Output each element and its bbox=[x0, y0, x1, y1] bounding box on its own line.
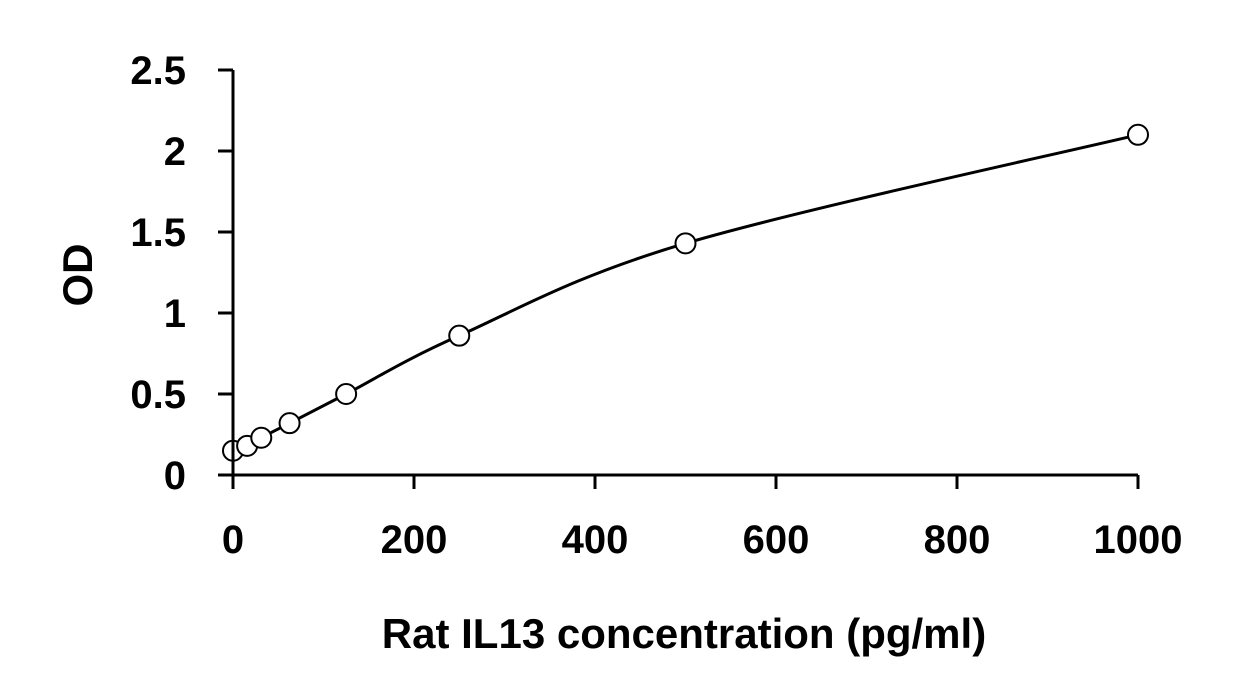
fit-curve-line bbox=[231, 133, 1140, 453]
y-tick-label: 2.5 bbox=[130, 49, 186, 93]
x-axis-ticks: 0 200 400 600 800 1000 bbox=[222, 475, 1183, 562]
data-points-layer bbox=[222, 123, 1149, 462]
fit-curve-layer bbox=[231, 133, 1140, 453]
y-tick-label: 0 bbox=[164, 454, 186, 498]
x-tick-label: 0 bbox=[222, 518, 244, 562]
data-point bbox=[250, 426, 273, 449]
y-tick-label: 0.5 bbox=[130, 373, 186, 417]
data-point bbox=[448, 324, 471, 347]
y-tick-label: 2 bbox=[164, 130, 186, 174]
x-tick-label: 200 bbox=[381, 518, 448, 562]
x-tick-label: 400 bbox=[562, 518, 629, 562]
data-point bbox=[335, 383, 358, 405]
data-point bbox=[278, 412, 301, 435]
data-point bbox=[674, 232, 697, 255]
x-tick-label: 600 bbox=[743, 518, 810, 562]
axes-layer: 0 200 400 600 800 1000 0 0.5 1 1.5 2 2.5 bbox=[130, 49, 1182, 562]
y-axis-ticks: 0 0.5 1 1.5 2 2.5 bbox=[130, 49, 233, 498]
x-tick-label: 800 bbox=[924, 518, 991, 562]
y-tick-label: 1 bbox=[164, 292, 186, 336]
x-tick-label: 1000 bbox=[1094, 518, 1183, 562]
data-point bbox=[1127, 123, 1149, 146]
x-axis-title: Rat IL13 concentration (pg/ml) bbox=[382, 610, 986, 657]
y-axis-title: OD bbox=[54, 244, 101, 307]
y-tick-label: 1.5 bbox=[130, 211, 186, 255]
